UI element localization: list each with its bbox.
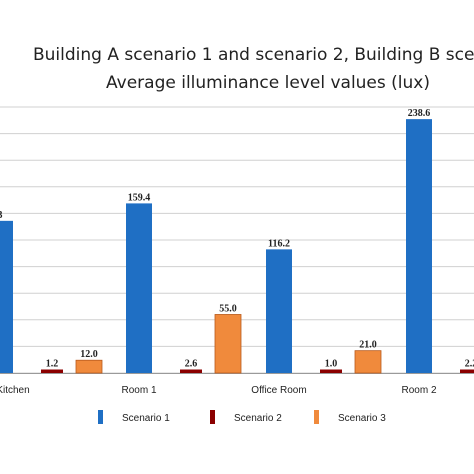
bar-scenario-2-office-room bbox=[320, 369, 342, 373]
bar-scenario-3-room-1 bbox=[214, 314, 242, 374]
bar-scenario-2-kitchen bbox=[41, 369, 63, 373]
data-label-scenario-3-room-1: 55.0 bbox=[219, 303, 237, 314]
bar-scenario-1-kitchen bbox=[0, 220, 13, 373]
legend-label-scenario-2: Scenario 2 bbox=[234, 413, 282, 424]
legend-swatch-scenario-3 bbox=[314, 410, 319, 424]
legend-swatch-scenario-2 bbox=[210, 410, 215, 424]
data-label-scenario-3-office-room: 21.0 bbox=[359, 340, 377, 351]
data-label-scenario-2-office-room: 1.0 bbox=[325, 359, 338, 370]
legend: Scenario 1 Scenario 2 Scenario 3 bbox=[98, 410, 386, 424]
data-label-scenario-2-room-2: 2.2 bbox=[465, 359, 474, 370]
category-label-office-room: Office Room bbox=[251, 385, 306, 396]
category-label-kitchen: Kitchen bbox=[0, 385, 30, 396]
chart-title-line-2: Average illuminance level values (lux) bbox=[106, 73, 430, 93]
legend-swatch-scenario-1 bbox=[98, 410, 103, 424]
grid-lines bbox=[0, 106, 474, 374]
bar-scenario-3-kitchen bbox=[75, 359, 103, 374]
bar-scenario-2-room-1 bbox=[180, 369, 202, 373]
data-label-scenario-1-room-2: 238.6 bbox=[408, 108, 431, 119]
category-label-room-2: Room 2 bbox=[401, 385, 436, 396]
bar-scenario-2-room-2 bbox=[460, 369, 474, 373]
bar-scenario-1-room-2 bbox=[406, 119, 432, 373]
legend-label-scenario-1: Scenario 1 bbox=[122, 413, 170, 424]
bar-scenario-1-office-room bbox=[266, 249, 292, 373]
bar-scenario-1-room-1 bbox=[126, 203, 152, 373]
data-label-scenario-3-kitchen: 12.0 bbox=[80, 349, 98, 360]
category-label-room-1: Room 1 bbox=[121, 385, 156, 396]
bar-scenario-3-office-room bbox=[354, 350, 382, 374]
bars bbox=[0, 119, 474, 374]
data-label-scenario-2-kitchen: 1.2 bbox=[46, 359, 59, 370]
data-label-scenario-1-kitchen: 3 bbox=[0, 210, 3, 221]
data-label-scenario-2-room-1: 2.6 bbox=[185, 359, 198, 370]
chart-title-line-1: Building A scenario 1 and scenario 2, Bu… bbox=[33, 45, 474, 65]
category-labels: Kitchen Room 1 Office Room Room 2 bbox=[0, 385, 437, 396]
legend-label-scenario-3: Scenario 3 bbox=[338, 413, 386, 424]
data-labels: 3 1.2 12.0 159.4 2.6 55.0 116.2 1.0 21.0 238.6 2.2 bbox=[0, 108, 474, 369]
data-label-scenario-1-office-room: 116.2 bbox=[268, 238, 290, 249]
data-label-scenario-1-room-1: 159.4 bbox=[128, 192, 151, 203]
